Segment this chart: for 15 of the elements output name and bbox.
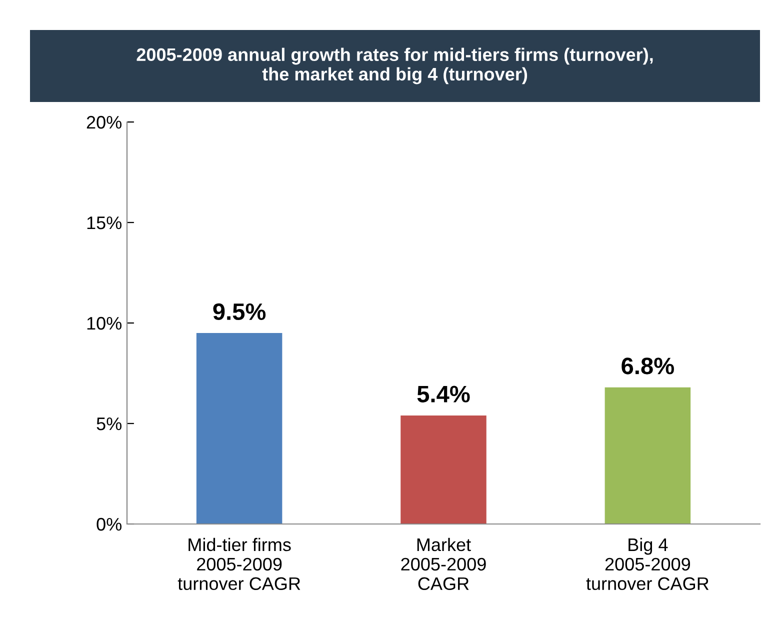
chart-title: 2005-2009 annual growth rates for mid-tiers firms (turnover), the market and big 4 (turnover) xyxy=(136,48,653,84)
y-tick-label: 10% xyxy=(87,316,122,330)
y-tick-label: 0% xyxy=(96,518,122,531)
bar xyxy=(400,415,486,524)
x-tick-label: Market 2005-2009 CAGR xyxy=(401,538,486,590)
data-label: 5.4% xyxy=(417,386,470,402)
y-tick-label: 15% xyxy=(87,216,122,230)
bar xyxy=(604,387,691,524)
y-tick-label: 20% xyxy=(86,116,122,129)
x-tick-label: Mid-tier firms 2005-2009 turnover CAGR xyxy=(178,538,300,590)
x-tick-label: Big 4 2005-2009 turnover CAGR xyxy=(586,538,709,590)
y-tick-label: 5% xyxy=(96,418,122,430)
data-label: 6.8% xyxy=(622,358,674,374)
data-label: 9.5% xyxy=(213,303,266,320)
bar xyxy=(196,333,282,524)
